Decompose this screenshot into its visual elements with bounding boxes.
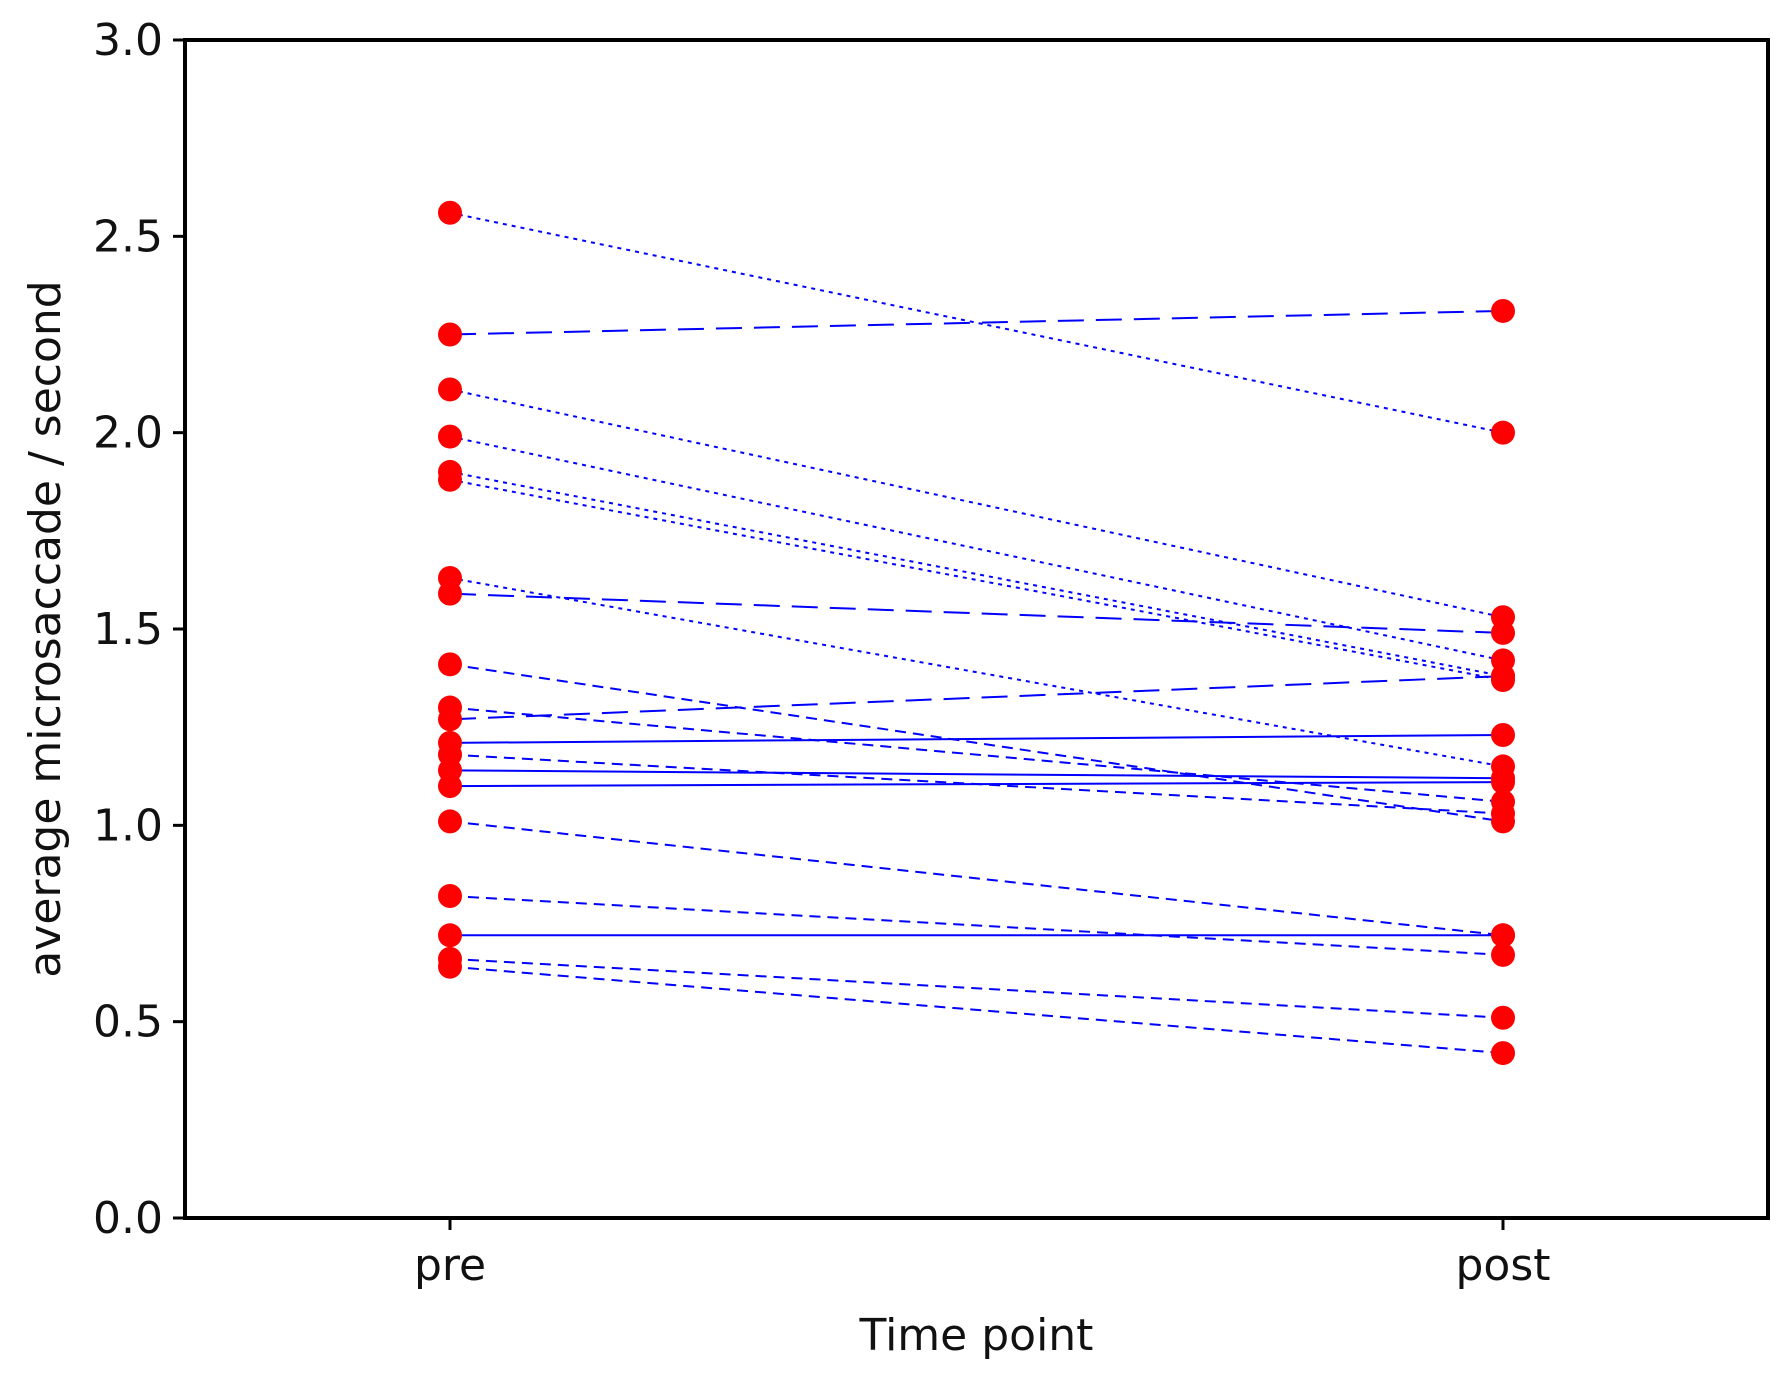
series-line-7 [449, 576, 1504, 768]
x-tick-label-pre: pre [414, 1240, 486, 1291]
data-point-pre-16 [438, 809, 462, 834]
y-tick-label: 2.0 [93, 408, 163, 459]
data-point-pre-3 [438, 377, 462, 402]
data-point-pre-8 [438, 581, 462, 606]
series-line-8 [449, 592, 1504, 634]
data-point-pre-15 [438, 774, 462, 799]
data-point-post-20 [1491, 1041, 1515, 1066]
series-line-15 [449, 781, 1504, 788]
series-line-11 [449, 675, 1504, 721]
series-line-12 [449, 734, 1504, 744]
data-point-pre-18 [438, 923, 462, 948]
series-lines [449, 211, 1504, 1055]
data-point-pre-4 [438, 424, 462, 449]
series-line-20 [449, 965, 1504, 1055]
data-point-post-15 [1491, 770, 1515, 795]
data-point-post-11 [1491, 664, 1515, 689]
data-point-post-13 [1491, 801, 1515, 826]
data-point-post-19 [1491, 1005, 1515, 1030]
series-line-19 [449, 957, 1504, 1019]
y-tick-label: 1.0 [93, 800, 163, 851]
data-point-post-1 [1491, 420, 1515, 445]
data-point-pre-2 [438, 322, 462, 347]
data-point-post-12 [1491, 723, 1515, 748]
data-point-post-8 [1491, 620, 1515, 645]
series-line-9 [449, 663, 1504, 823]
y-axis-label: average microsaccade / second [20, 280, 71, 977]
y-tick-label: 3.0 [93, 15, 163, 66]
data-point-post-2 [1491, 298, 1515, 323]
series-line-14 [449, 769, 1504, 780]
series-line-5 [449, 470, 1504, 678]
y-tick-label: 1.5 [93, 604, 163, 655]
y-tick-label: 0.0 [93, 1193, 163, 1244]
data-point-pre-11 [438, 707, 462, 732]
y-tick-label: 2.5 [93, 211, 163, 262]
data-point-pre-17 [438, 884, 462, 909]
data-point-pre-9 [438, 652, 462, 677]
data-point-post-18 [1491, 923, 1515, 948]
series-line-16 [449, 820, 1504, 937]
series-line-17 [449, 895, 1504, 956]
data-point-pre-6 [438, 467, 462, 492]
data-point-pre-20 [438, 954, 462, 979]
series-line-10 [449, 706, 1504, 803]
x-axis-ticks: pre post [414, 1218, 1551, 1291]
x-axis-label: Time point [859, 1310, 1094, 1361]
y-tick-label: 0.5 [93, 997, 163, 1048]
series-line-6 [449, 478, 1504, 682]
series-line-2 [449, 309, 1504, 336]
x-tick-label-post: post [1455, 1240, 1550, 1291]
y-axis-ticks: 0.0 0.5 1.0 1.5 2.0 2.5 3.0 [93, 15, 185, 1244]
data-point-post-17 [1491, 942, 1515, 967]
data-point-pre-1 [438, 200, 462, 225]
data-points [438, 200, 1515, 1066]
